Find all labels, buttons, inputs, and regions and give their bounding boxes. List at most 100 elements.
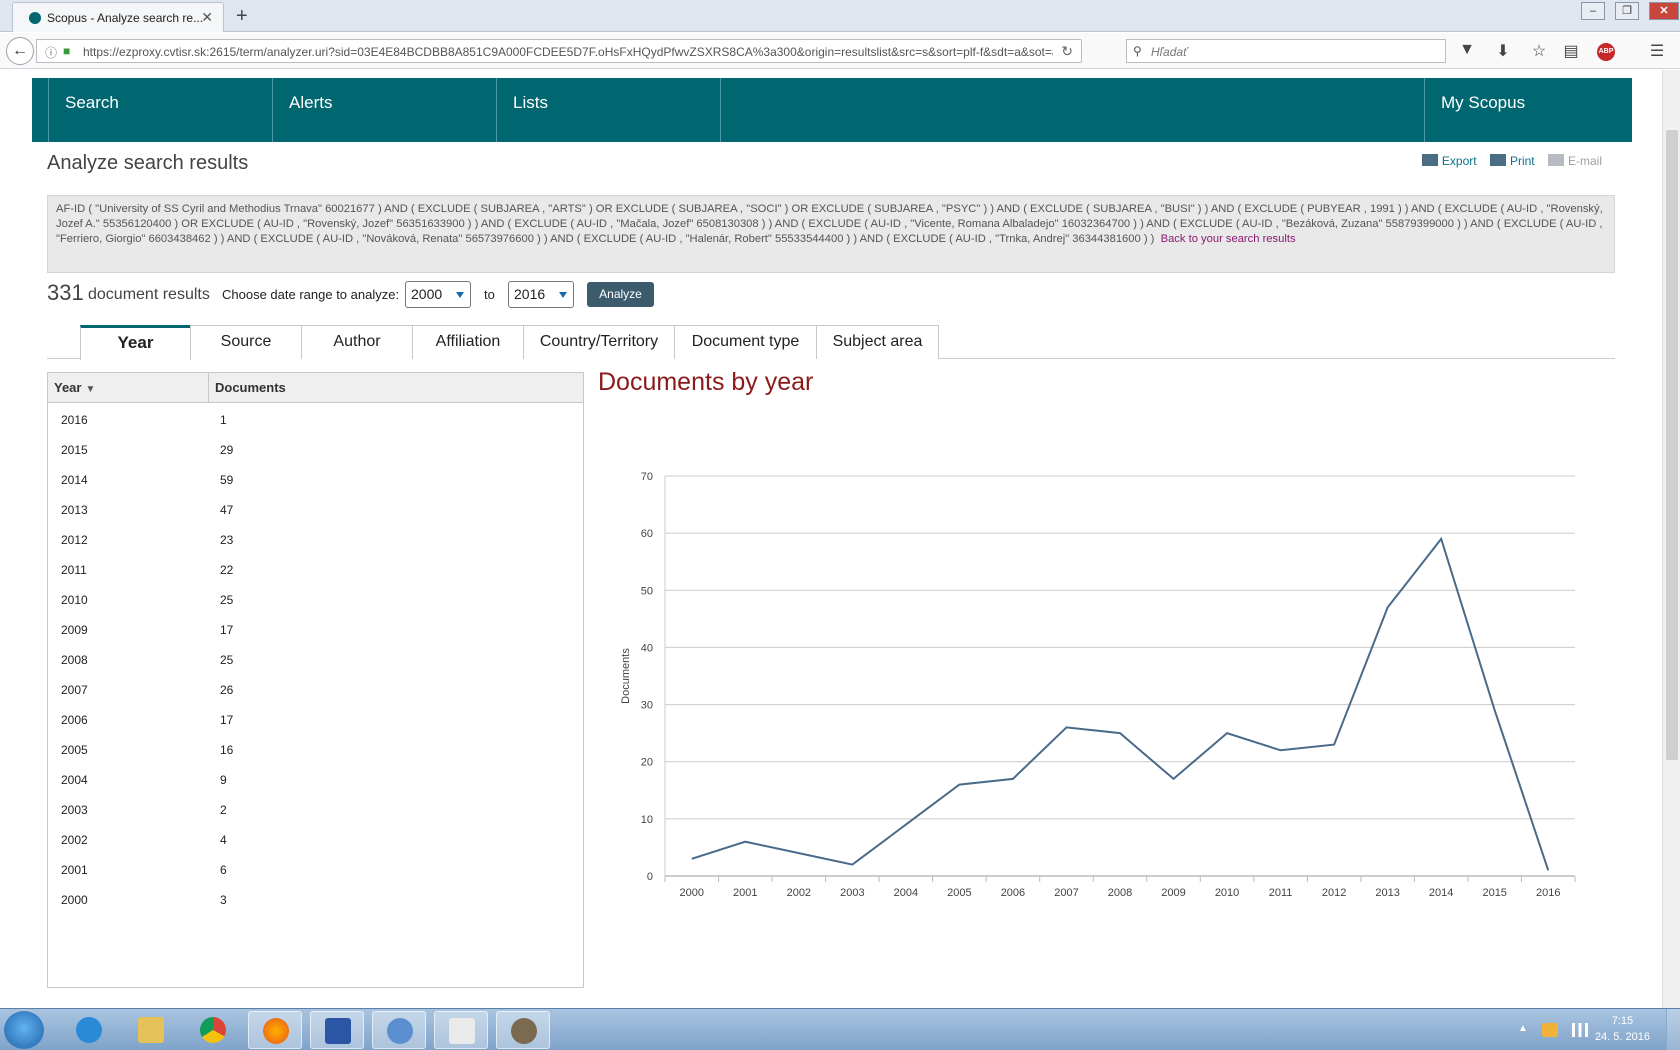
documents-cell: 25 xyxy=(220,653,234,667)
print-link[interactable]: Print xyxy=(1489,154,1535,168)
qbittorrent-icon[interactable] xyxy=(372,1011,426,1049)
data-point xyxy=(690,857,694,861)
documents-cell: 17 xyxy=(220,623,234,637)
data-point xyxy=(743,840,747,844)
browser-search-input[interactable]: ⚲ Hľadať xyxy=(1126,39,1446,63)
documents-by-year-chart: 0 10 20 30 40 50 60 70 2000 2001 2002 2003 2004 2005 2… xyxy=(620,471,1576,899)
year-cell: 2010 xyxy=(61,593,88,607)
chrome-icon[interactable] xyxy=(186,1011,240,1049)
tab-document-type[interactable]: Document type xyxy=(674,325,817,359)
url-bar[interactable]: ⓘ ■ https://ezproxy.cvtisr.sk:2615/term/… xyxy=(36,39,1082,63)
site-info-icon[interactable]: ⓘ xyxy=(45,46,58,60)
hamburger-menu-icon[interactable]: ☰ xyxy=(1649,43,1665,60)
export-link[interactable]: Export xyxy=(1421,154,1477,168)
to-year-select[interactable]: 2016 xyxy=(508,281,574,308)
bookmark-star-icon[interactable]: ☆ xyxy=(1531,43,1547,60)
year-cell: 2013 xyxy=(61,503,88,517)
firefox-icon[interactable] xyxy=(248,1011,302,1049)
to-year-value: 2016 xyxy=(514,286,546,302)
pocket-icon[interactable]: ▼ xyxy=(1459,41,1475,58)
documents-cell: 25 xyxy=(220,593,234,607)
dropdown-arrow-icon xyxy=(456,292,464,298)
network-signal-icon[interactable] xyxy=(1572,1023,1588,1037)
tab-affiliation[interactable]: Affiliation xyxy=(412,325,524,359)
gimp-icon[interactable] xyxy=(496,1011,550,1049)
back-arrow-icon[interactable]: ← xyxy=(6,37,34,65)
documents-cell: 6 xyxy=(220,863,227,877)
window-minimize-button[interactable]: – xyxy=(1581,2,1605,20)
year-header-label: Year xyxy=(54,380,82,395)
data-point xyxy=(1225,731,1229,735)
url-text[interactable]: https://ezproxy.cvtisr.sk:2615/term/anal… xyxy=(83,45,1053,59)
page-scrollbar[interactable] xyxy=(1662,70,1680,1008)
document-app-icon[interactable] xyxy=(434,1011,488,1049)
data-point xyxy=(1064,725,1068,729)
scrollbar-thumb[interactable] xyxy=(1666,130,1678,760)
nav-alerts[interactable]: Alerts xyxy=(272,78,496,142)
reading-list-icon[interactable]: ▤ xyxy=(1563,43,1579,60)
floppy-glyph xyxy=(325,1018,351,1044)
internet-explorer-icon[interactable] xyxy=(62,1011,116,1049)
tab-subject-area[interactable]: Subject area xyxy=(816,325,939,359)
year-cell: 2016 xyxy=(61,413,88,427)
x-tick-label: 2006 xyxy=(1001,887,1025,899)
system-clock[interactable]: 7:15 24. 5. 2016 xyxy=(1595,1013,1650,1045)
nav-my-scopus[interactable]: My Scopus xyxy=(1424,78,1648,142)
start-button-icon[interactable] xyxy=(4,1011,44,1049)
documents-cell: 3 xyxy=(220,893,227,907)
new-tab-icon[interactable]: + xyxy=(236,5,248,27)
table-row: 2002 4 xyxy=(48,824,583,854)
browser-tab[interactable]: Scopus - Analyze search re... ✕ xyxy=(12,2,224,32)
analyze-button[interactable]: Analyze xyxy=(587,282,654,307)
from-year-value: 2000 xyxy=(411,286,443,302)
back-to-results-link[interactable]: Back to your search results xyxy=(1160,233,1296,245)
tray-flag-icon[interactable] xyxy=(1542,1023,1558,1037)
result-count-label: document results xyxy=(88,286,210,303)
scopus-top-nav: Search Alerts Lists My Scopus xyxy=(32,78,1632,142)
documents-column-header[interactable]: Documents xyxy=(209,373,583,403)
data-point xyxy=(1439,537,1443,541)
data-point xyxy=(1386,605,1390,609)
tab-year[interactable]: Year xyxy=(80,325,191,360)
lock-icon: ■ xyxy=(63,44,71,58)
x-tick-label: 2011 xyxy=(1269,887,1293,899)
nav-search[interactable]: Search xyxy=(48,78,272,142)
adblock-plus-icon[interactable]: ABP xyxy=(1597,43,1615,61)
nav-lists[interactable]: Lists xyxy=(496,78,720,142)
x-tick-label: 2007 xyxy=(1054,887,1078,899)
window-restore-button[interactable]: ❐ xyxy=(1615,2,1639,20)
table-row: 2011 22 xyxy=(48,554,583,584)
sort-filter-icon[interactable]: ▼ xyxy=(85,384,96,395)
documents-cell: 29 xyxy=(220,443,234,457)
dropdown-arrow-icon xyxy=(559,292,567,298)
file-explorer-icon[interactable] xyxy=(124,1011,178,1049)
from-year-select[interactable]: 2000 xyxy=(405,281,471,308)
year-column-header[interactable]: Year ▼ xyxy=(48,373,209,403)
tab-source[interactable]: Source xyxy=(190,325,302,359)
x-tick-label: 2016 xyxy=(1536,887,1560,899)
documents-cell: 2 xyxy=(220,803,227,817)
window-close-button[interactable]: ✕ xyxy=(1649,2,1679,20)
tab-author[interactable]: Author xyxy=(301,325,413,359)
table-row: 2004 9 xyxy=(48,764,583,794)
y-axis-label: Documents xyxy=(620,648,632,704)
table-row: 2013 47 xyxy=(48,494,583,524)
table-row: 2014 59 xyxy=(48,464,583,494)
browser-titlebar: Scopus - Analyze search re... ✕ + – ❐ ✕ xyxy=(0,0,1680,32)
table-row: 2009 17 xyxy=(48,614,583,644)
email-link[interactable]: E-mail xyxy=(1547,154,1602,168)
tray-expand-icon[interactable]: ▲ xyxy=(1518,1023,1528,1034)
y-tick-label: 40 xyxy=(641,642,653,654)
tab-close-icon[interactable]: ✕ xyxy=(201,9,213,25)
table-row: 2005 16 xyxy=(48,734,583,764)
save-app-icon[interactable] xyxy=(310,1011,364,1049)
show-desktop-button[interactable] xyxy=(1666,1009,1680,1050)
data-point xyxy=(1279,748,1283,752)
table-row: 2006 17 xyxy=(48,704,583,734)
documents-cell: 9 xyxy=(220,773,227,787)
x-tick-label: 2014 xyxy=(1429,887,1453,899)
x-tick-label: 2002 xyxy=(787,887,811,899)
tab-country-territory[interactable]: Country/Territory xyxy=(523,325,675,359)
reload-icon[interactable]: ↻ xyxy=(1061,43,1073,59)
download-icon[interactable]: ⬇ xyxy=(1496,43,1510,60)
